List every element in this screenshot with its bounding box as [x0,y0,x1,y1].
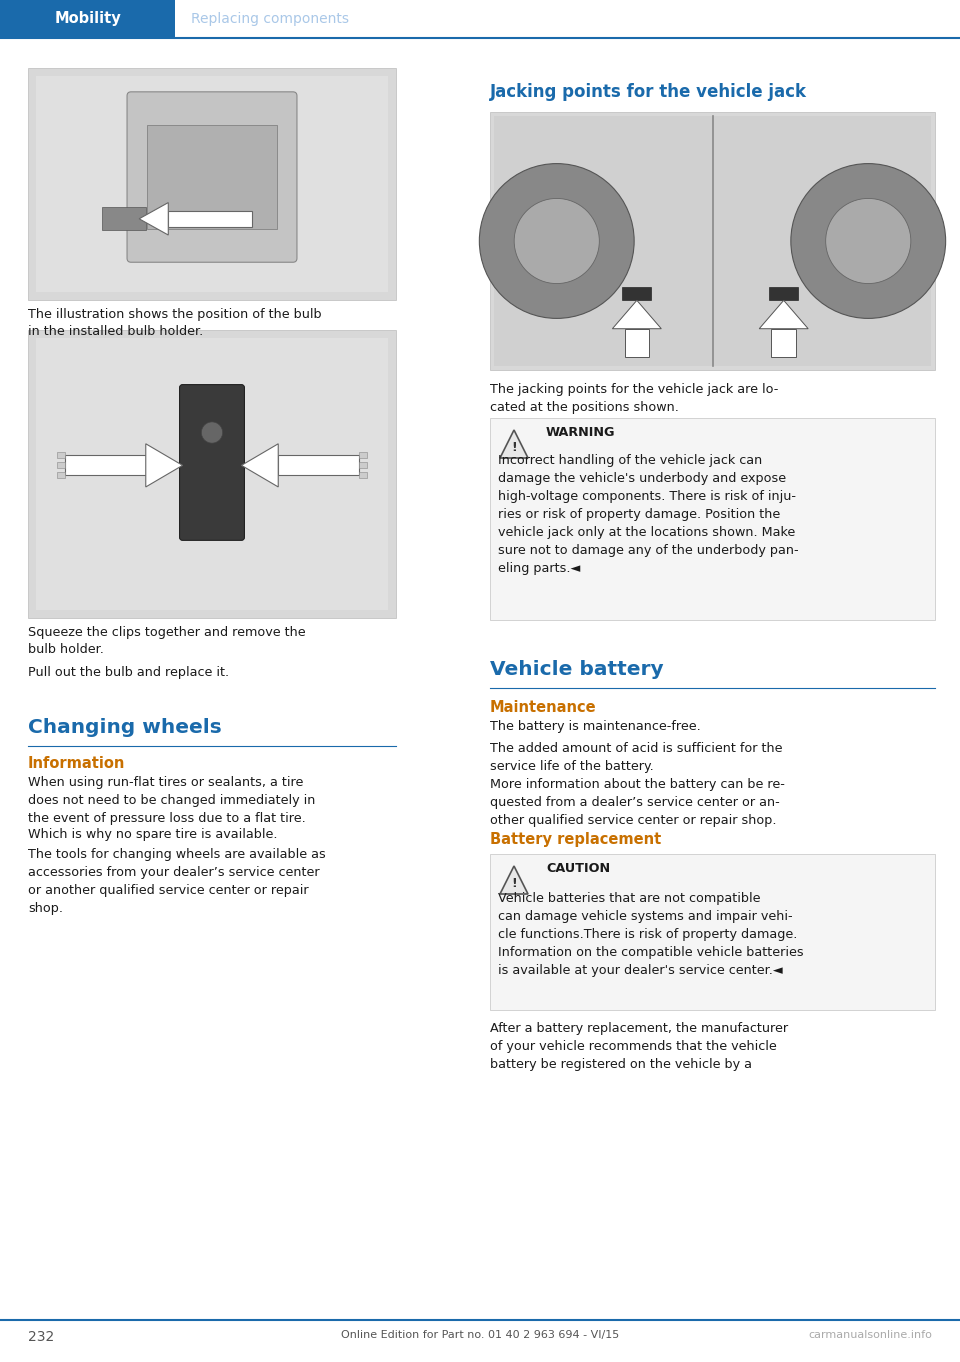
Text: Squeeze the clips together and remove the: Squeeze the clips together and remove th… [28,627,305,639]
Circle shape [479,163,635,319]
Bar [28,68,396,300]
Circle shape [826,199,911,283]
Bar [57,473,65,478]
Bar [359,473,367,478]
Circle shape [202,422,223,443]
Text: Vehicle batteries that are not compatible
can damage vehicle systems and impair : Vehicle batteries that are not compatibl… [498,892,804,977]
Bar [57,452,65,458]
Bar [65,455,146,475]
Bar [490,854,935,1011]
Text: WARNING: WARNING [546,426,615,439]
Polygon shape [146,444,182,488]
Text: More information about the battery can be re-
quested from a dealer’s service ce: More information about the battery can b… [490,778,785,827]
Text: !: ! [511,877,516,889]
Text: The illustration shows the position of the bulb: The illustration shows the position of t… [28,308,322,321]
Text: After a battery replacement, the manufacturer
of your vehicle recommends that th: After a battery replacement, the manufac… [490,1022,788,1071]
Polygon shape [500,430,528,458]
Polygon shape [242,444,278,488]
Bar [772,328,796,357]
FancyBboxPatch shape [180,384,245,541]
Polygon shape [612,301,661,328]
Polygon shape [139,203,168,236]
Text: Incorrect handling of the vehicle jack can
damage the vehicle's underbody and ex: Incorrect handling of the vehicle jack c… [498,454,799,575]
Bar [625,328,649,357]
Bar [359,462,367,469]
Text: Jacking points for the vehicle jack: Jacking points for the vehicle jack [490,83,807,101]
Text: The tools for changing wheels are available as
accessories from your dealer’s se: The tools for changing wheels are availa… [28,849,325,915]
Bar [0,0,175,38]
Polygon shape [759,301,808,328]
Text: The added amount of acid is sufficient for the
service life of the battery.: The added amount of acid is sufficient f… [490,742,782,774]
FancyBboxPatch shape [127,91,297,263]
Text: bulb holder.: bulb holder. [28,643,104,656]
Text: Changing wheels: Changing wheels [28,718,222,737]
Text: Online Edition for Part no. 01 40 2 963 694 - VI/15: Online Edition for Part no. 01 40 2 963 … [341,1331,619,1340]
Text: 232: 232 [28,1331,55,1344]
Text: carmanualsonline.info: carmanualsonline.info [808,1331,932,1340]
Polygon shape [500,866,528,893]
Bar [147,125,276,229]
Text: Battery replacement: Battery replacement [490,832,661,847]
Text: Maintenance: Maintenance [490,700,596,715]
Text: Mobility: Mobility [54,11,121,26]
Text: Information: Information [28,756,126,771]
Bar [494,116,931,366]
Bar [57,462,65,469]
Bar [36,76,388,291]
Bar [490,418,935,620]
Bar [490,112,935,370]
Text: Pull out the bulb and replace it.: Pull out the bulb and replace it. [28,666,229,680]
Text: Vehicle battery: Vehicle battery [490,661,663,680]
Bar [622,287,651,301]
Text: When using run-flat tires or sealants, a tire
does not need to be changed immedi: When using run-flat tires or sealants, a… [28,776,316,825]
Circle shape [791,163,946,319]
Text: Replacing components: Replacing components [191,12,349,26]
Bar [278,455,359,475]
Bar [769,287,798,301]
Bar [359,452,367,458]
Bar [168,211,252,227]
Text: !: ! [511,441,516,454]
Text: in the installed bulb holder.: in the installed bulb holder. [28,326,204,338]
Circle shape [515,199,599,283]
Text: Which is why no spare tire is available.: Which is why no spare tire is available. [28,828,277,840]
Bar [102,207,146,230]
Text: The battery is maintenance-free.: The battery is maintenance-free. [490,720,701,733]
Text: The jacking points for the vehicle jack are lo-
cated at the positions shown.: The jacking points for the vehicle jack … [490,383,779,414]
Bar [28,330,396,618]
Text: CAUTION: CAUTION [546,862,611,874]
Bar [36,338,388,610]
